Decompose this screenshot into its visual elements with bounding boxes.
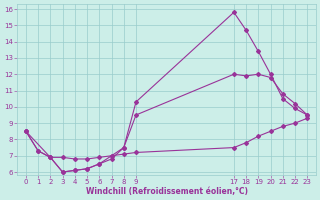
X-axis label: Windchill (Refroidissement éolien,°C): Windchill (Refroidissement éolien,°C) bbox=[85, 187, 248, 196]
